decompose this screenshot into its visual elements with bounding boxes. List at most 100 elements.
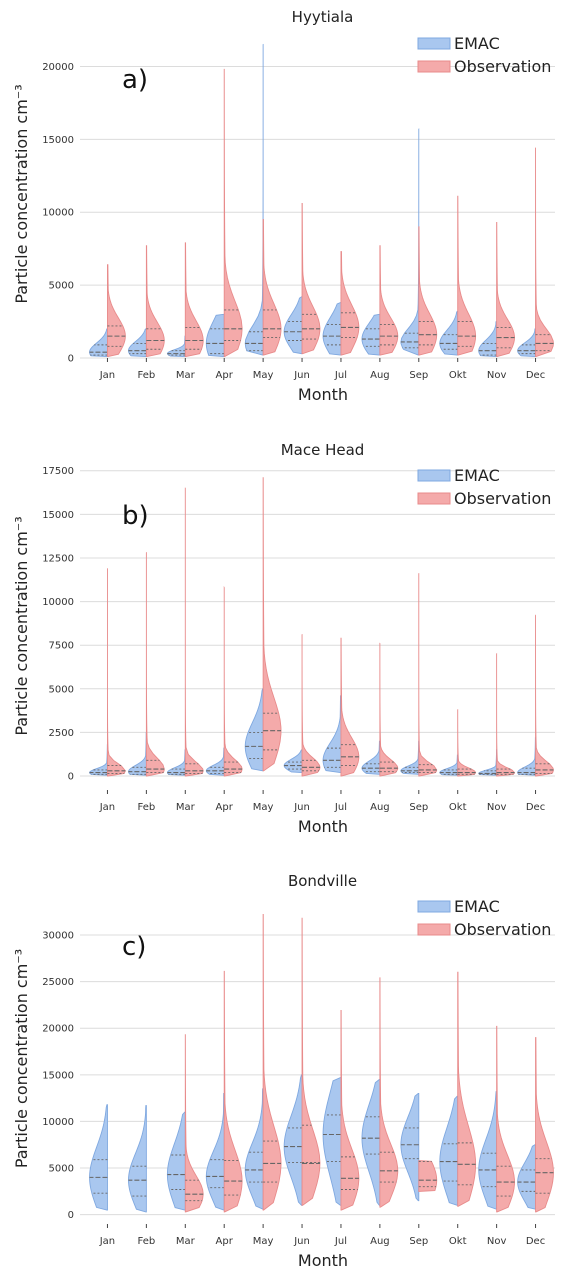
observation-violin	[379, 245, 399, 356]
y-tick-label: 20000	[42, 62, 74, 73]
emac-violin	[205, 1093, 225, 1211]
x-tick-label: Jun	[293, 802, 310, 813]
x-axis-label: Month	[298, 385, 348, 404]
x-tick-label: Jan	[99, 370, 115, 381]
legend-swatch	[417, 60, 451, 73]
observation-violin	[223, 586, 243, 777]
x-tick-label: May	[253, 370, 274, 381]
emac-violin	[244, 43, 264, 356]
x-tick-label: Dec	[526, 1236, 545, 1247]
observation-violin	[184, 487, 204, 777]
violin-may	[244, 43, 282, 356]
emac-violin	[361, 313, 381, 356]
x-tick-label: Apr	[216, 370, 234, 381]
violin-feb	[128, 1105, 147, 1213]
x-tick-label: Apr	[216, 802, 234, 813]
observation-violin	[262, 219, 282, 356]
y-tick-label: 10000	[42, 208, 74, 219]
legend-entry: Observation	[454, 489, 551, 508]
x-tick-label: Jun	[293, 1236, 310, 1247]
emac-violin	[283, 749, 303, 774]
x-tick-label: Nov	[487, 1236, 507, 1247]
violin-jan	[89, 264, 126, 357]
violin-jan	[89, 1104, 108, 1211]
x-axis-label: Month	[298, 1251, 348, 1267]
emac-violin	[400, 1093, 420, 1202]
violin-mar	[166, 242, 204, 357]
observation-violin	[340, 1010, 360, 1211]
x-tick-label: Dec	[526, 802, 545, 813]
x-tick-label: May	[253, 802, 274, 813]
legend: EMAC Observation	[417, 466, 551, 508]
y-tick-label: 5000	[49, 684, 74, 695]
observation-violin	[535, 614, 554, 777]
emac-violin	[478, 749, 498, 776]
emac-violin	[439, 1095, 459, 1206]
emac-violin	[439, 310, 459, 356]
violin-dec	[517, 1037, 554, 1213]
x-tick-label: Sep	[409, 370, 428, 381]
y-tick-label: 25000	[42, 977, 74, 988]
y-tick-label: 20000	[42, 1024, 74, 1035]
legend-swatch	[417, 923, 451, 936]
y-tick-label: 15000	[42, 510, 74, 521]
observation-violin	[107, 568, 126, 777]
x-tick-label: Jul	[334, 370, 347, 381]
emac-violin	[205, 313, 225, 357]
observation-violin	[301, 203, 321, 355]
violin-may	[244, 477, 282, 772]
x-tick-label: Nov	[487, 802, 507, 813]
violin-feb	[128, 245, 165, 357]
violin-mar	[166, 1034, 204, 1213]
legend-entry: Observation	[454, 57, 551, 76]
y-tick-label: 12500	[42, 553, 74, 564]
violin-nov	[478, 652, 516, 777]
emac-violin	[478, 1091, 498, 1210]
y-tick-label: 30000	[42, 930, 74, 941]
violin-dec	[517, 147, 554, 357]
emac-violin	[361, 1079, 381, 1206]
emac-violin	[166, 1111, 186, 1211]
panel-hyytiala: 0 5000 10000 15000 20000 Hyytiala Particle con…	[12, 8, 555, 404]
emac-violin	[400, 740, 420, 775]
x-tick-label: Mar	[176, 1236, 196, 1247]
legend-entry: EMAC	[454, 466, 500, 485]
observation-violin	[418, 573, 438, 777]
observation-violin	[457, 195, 477, 356]
violin-apr	[205, 970, 243, 1213]
violin-apr	[205, 68, 243, 357]
legend: EMAC Observation	[417, 897, 551, 939]
violin-may	[244, 913, 282, 1211]
violin-jul	[322, 637, 360, 777]
x-tick-label: Jan	[99, 1236, 115, 1247]
observation-violin	[496, 221, 515, 357]
y-tick-label: 0	[68, 354, 74, 365]
y-tick-label: 15000	[42, 135, 74, 146]
emac-violin	[283, 1074, 303, 1206]
panel-label: a)	[122, 65, 148, 95]
y-tick-label: 7500	[49, 641, 74, 652]
violin-nov	[478, 1025, 515, 1213]
emac-violin	[517, 328, 536, 357]
y-tick-label: 15000	[42, 1070, 74, 1081]
x-tick-label: May	[253, 1236, 274, 1247]
emac-violin	[517, 737, 536, 776]
observation-violin	[145, 551, 165, 777]
emac-violin	[322, 1077, 342, 1206]
emac-violin	[166, 749, 186, 776]
observation-violin	[107, 264, 126, 357]
x-tick-label: Aug	[370, 370, 390, 381]
legend-entry: Observation	[454, 920, 551, 939]
legend-entry: EMAC	[454, 34, 500, 53]
x-tick-label: Nov	[487, 370, 507, 381]
emac-violin	[283, 296, 303, 355]
x-tick-label: Sep	[409, 1236, 428, 1247]
panel-bondville: 0 5000 10000 15000 20000 25000 30000 Bondville P…	[12, 872, 555, 1267]
emac-violin	[128, 328, 147, 357]
emac-violin	[322, 695, 342, 774]
y-tick-label: 0	[68, 1210, 74, 1221]
legend-swatch	[417, 37, 451, 50]
legend-swatch	[417, 900, 451, 913]
x-tick-label: Sep	[409, 802, 428, 813]
violin-okt	[439, 971, 477, 1207]
